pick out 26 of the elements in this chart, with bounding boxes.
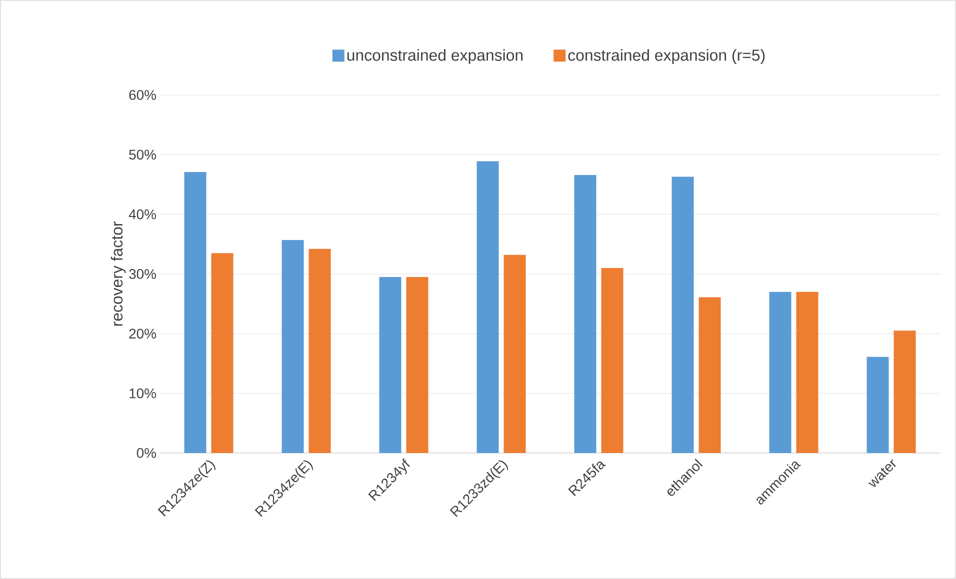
- y-tick-label: 40%: [128, 209, 156, 220]
- y-tick-label: 50%: [129, 150, 156, 160]
- bar: [308, 248, 331, 453]
- bar: [769, 292, 792, 453]
- bar: [894, 330, 916, 453]
- legend-label: unconstrained expansion: [347, 49, 523, 64]
- bar: [211, 253, 234, 453]
- bar: [698, 297, 721, 453]
- y-tick-label: 20%: [129, 328, 156, 339]
- y-tick-label: 10%: [130, 388, 156, 398]
- bar: [504, 254, 526, 453]
- bar: [574, 174, 596, 453]
- y-axis-title: recovery factor: [110, 222, 126, 326]
- legend-label: constrained expansion (r=5): [568, 49, 765, 64]
- bar: [866, 356, 889, 453]
- y-tick-label: 60%: [129, 90, 156, 100]
- bar: [406, 276, 428, 453]
- bar: [282, 240, 304, 453]
- bar: [601, 268, 624, 453]
- bar: [476, 161, 499, 453]
- bar: [796, 292, 818, 453]
- y-tick-label: 30%: [129, 269, 156, 279]
- bar: [672, 176, 694, 453]
- y-tick-label: 0%: [136, 448, 156, 458]
- bar: [184, 172, 206, 453]
- bar: [379, 276, 402, 453]
